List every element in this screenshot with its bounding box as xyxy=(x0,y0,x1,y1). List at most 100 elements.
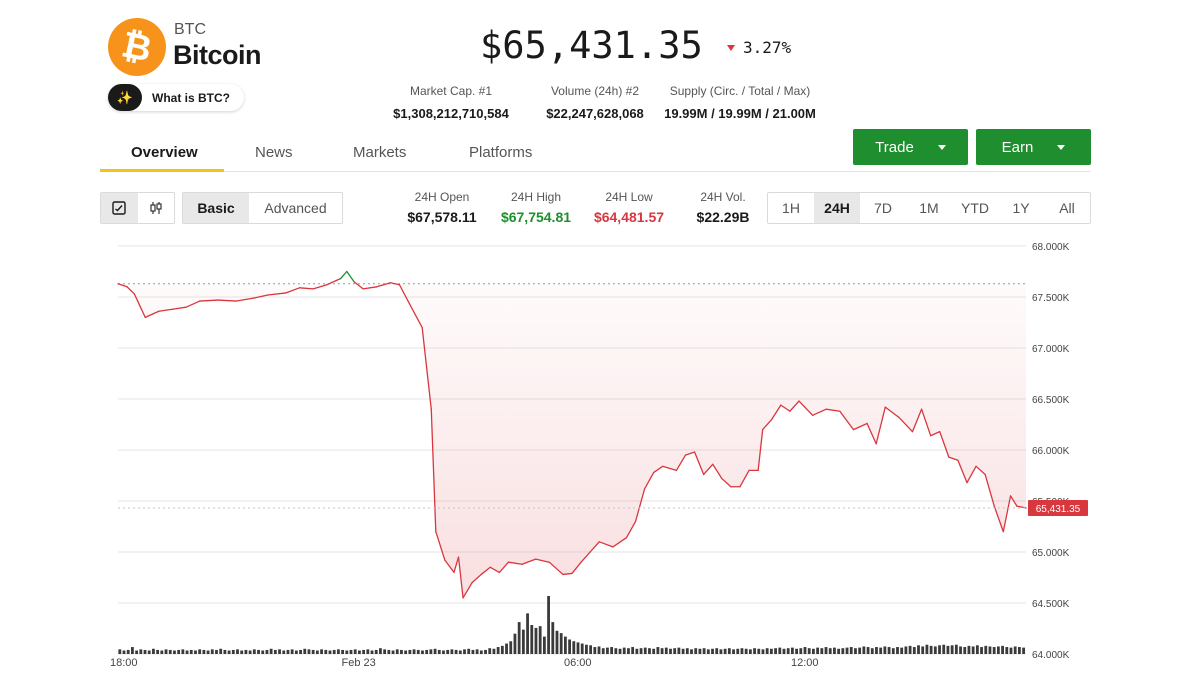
candlestick-icon[interactable] xyxy=(138,193,175,223)
volume-bar xyxy=(757,648,761,654)
volume-bar xyxy=(517,622,521,654)
volume-bar xyxy=(967,645,971,654)
volume-bar xyxy=(992,647,996,654)
volume-bar xyxy=(988,646,992,654)
price-line-segment xyxy=(675,454,687,472)
volume-bar xyxy=(946,645,950,654)
price-line-segment xyxy=(158,308,174,312)
active-tab-indicator xyxy=(100,169,224,172)
volume-bar xyxy=(891,648,895,654)
range-ytd[interactable]: YTD xyxy=(961,200,989,216)
price-line-segment xyxy=(362,286,378,290)
range-1h[interactable]: 1H xyxy=(782,200,800,216)
advanced-mode-button[interactable]: Advanced xyxy=(264,200,327,216)
volume-bar xyxy=(404,650,408,654)
chevron-down-icon xyxy=(1057,144,1066,150)
volume-bar xyxy=(185,650,189,654)
volume-bar xyxy=(736,648,740,654)
volume-bar xyxy=(278,649,281,654)
volume-bar xyxy=(917,645,920,654)
price-line-segment xyxy=(312,284,328,290)
volume-bar xyxy=(879,647,883,654)
what-is-btc-button[interactable]: ✨ What is BTC? xyxy=(108,84,244,111)
line-chart-icon[interactable] xyxy=(101,193,138,223)
volume-bar xyxy=(627,648,630,654)
sparkle-icon: ✨ xyxy=(108,84,142,111)
volume-bar xyxy=(202,649,206,654)
volume-bar xyxy=(320,649,323,654)
volume-bar xyxy=(177,649,181,654)
price-line-segment xyxy=(407,301,423,329)
volume-bar xyxy=(315,650,319,654)
price-line-segment xyxy=(911,408,923,433)
range-all[interactable]: All xyxy=(1059,200,1075,216)
price-line-segment xyxy=(1009,495,1018,507)
range-1y[interactable]: 1Y xyxy=(1012,200,1030,216)
price-line-segment xyxy=(798,400,814,416)
volume-bar xyxy=(824,647,828,654)
tab-news[interactable]: News xyxy=(255,144,293,161)
range-1m[interactable]: 1M xyxy=(919,200,939,216)
price-line-segment xyxy=(126,286,135,295)
volume-bar xyxy=(601,648,605,654)
stat-label: Supply (Circ. / Total / Max) xyxy=(669,84,811,98)
volume-bar xyxy=(118,649,122,654)
volume-bar xyxy=(147,650,151,654)
volume-bar xyxy=(622,647,626,654)
range-7d[interactable]: 7D xyxy=(874,200,892,216)
volume-bar xyxy=(374,649,378,654)
volume-bar xyxy=(795,648,798,654)
volume-bar xyxy=(664,647,668,654)
volume-bar xyxy=(753,648,756,654)
price-line-segment xyxy=(721,477,732,488)
volume-bar xyxy=(572,641,576,654)
volume-bar xyxy=(656,647,660,654)
volume-bar xyxy=(744,648,748,654)
tab-markets[interactable]: Markets xyxy=(353,144,407,161)
stat-value: $1,308,212,710,584 xyxy=(393,106,509,121)
stat-value: $67,754.81 xyxy=(500,209,572,225)
tab-bar: Overview News Markets Platforms xyxy=(100,136,1091,172)
volume-bar xyxy=(576,642,580,654)
volume-bar xyxy=(273,649,277,654)
volume-bar xyxy=(723,648,727,654)
coin-name: Bitcoin xyxy=(173,40,262,70)
price-line-segment xyxy=(780,404,791,412)
volume-bar xyxy=(210,649,214,654)
coin-ticker: BTC xyxy=(174,21,206,38)
range-24h[interactable]: 24H xyxy=(814,193,860,223)
earn-button-label: Earn xyxy=(1001,138,1034,156)
volume-bar xyxy=(803,647,807,654)
volume-bar xyxy=(807,648,811,654)
current-price-tag xyxy=(1028,500,1088,517)
price-line-segment xyxy=(235,297,255,302)
volume-bar xyxy=(303,648,307,654)
volume-bar xyxy=(1017,647,1021,654)
price-line-segment xyxy=(453,556,460,574)
volume-bar xyxy=(841,648,845,654)
price-line-segment xyxy=(471,573,482,584)
volume-bar xyxy=(513,633,517,654)
24h-high-stat: 24H High $67,754.81 xyxy=(493,190,579,225)
volume-bar xyxy=(471,649,475,654)
price-line-segment xyxy=(762,418,773,431)
volume-bar xyxy=(719,649,723,654)
price-line-segment xyxy=(875,406,886,445)
tab-platforms[interactable]: Platforms xyxy=(469,144,533,161)
volume-bar xyxy=(492,648,496,654)
volume-bar xyxy=(505,643,508,654)
volume-bar xyxy=(660,648,664,654)
price-chart[interactable]: 68.000K67.500K67.000K66.500K66.000K65.50… xyxy=(100,236,1100,676)
trade-button[interactable]: Trade xyxy=(853,129,968,165)
volume-bar xyxy=(454,649,458,654)
volume-bar xyxy=(870,648,874,654)
earn-button[interactable]: Earn xyxy=(976,129,1091,165)
volume-bar xyxy=(938,645,941,654)
price-line-segment xyxy=(580,551,591,563)
volume-bar xyxy=(189,649,193,654)
trade-button-label: Trade xyxy=(875,138,914,156)
tab-overview[interactable]: Overview xyxy=(131,144,198,161)
basic-mode-button[interactable]: Basic xyxy=(183,193,249,223)
volume-bar xyxy=(563,636,567,654)
volume-bar xyxy=(681,648,685,654)
